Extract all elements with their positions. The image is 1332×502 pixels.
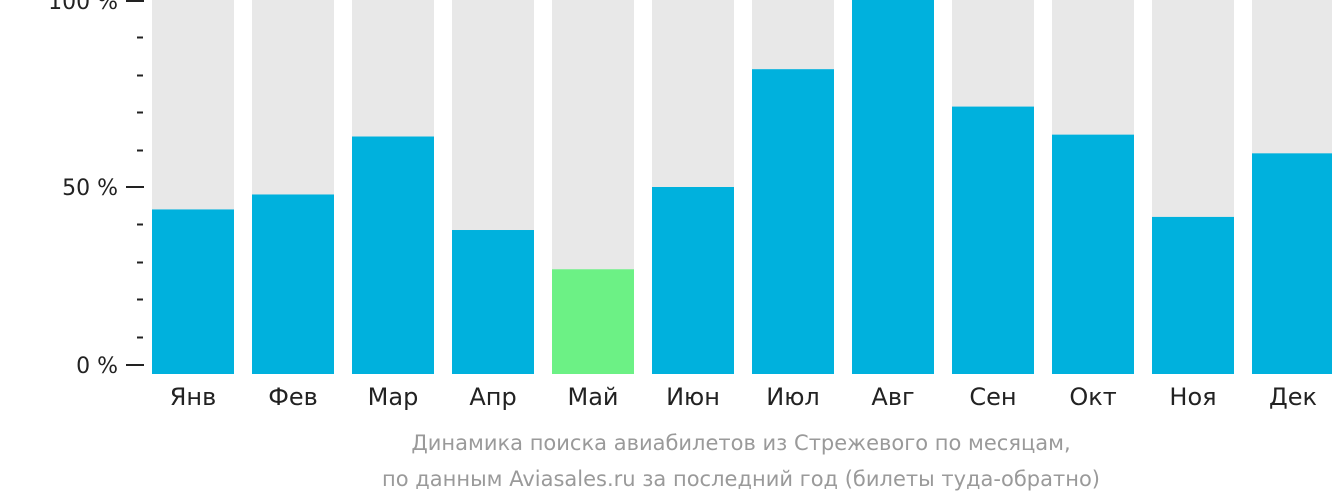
x-tick-label: Окт: [1069, 383, 1116, 411]
bar: [352, 136, 434, 374]
bar-highlighted: [552, 269, 634, 374]
bar: [652, 187, 734, 374]
x-tick-label: Июл: [766, 383, 820, 411]
bar: [1252, 153, 1332, 374]
bar: [952, 106, 1034, 374]
bar: [752, 69, 834, 374]
chart-caption-line-1: Динамика поиска авиабилетов из Стрежевог…: [411, 431, 1071, 455]
bar: [1052, 134, 1134, 374]
x-tick-label: Май: [567, 383, 618, 411]
x-tick-label: Ноя: [1169, 383, 1216, 411]
y-tick-label: 50 %: [62, 176, 118, 201]
x-tick-label: Мар: [368, 383, 419, 411]
x-tick-label: Авг: [871, 383, 914, 411]
x-tick-label: Фев: [268, 383, 318, 411]
chart-caption-line-2: по данным Aviasales.ru за последний год …: [382, 467, 1100, 491]
bar: [252, 194, 334, 374]
bar: [1152, 216, 1234, 374]
x-tick-label: Дек: [1269, 383, 1317, 411]
bar: [452, 230, 534, 374]
y-tick-label: 100 %: [48, 0, 118, 15]
y-tick-label: 0 %: [76, 354, 118, 379]
x-tick-label: Апр: [469, 383, 516, 411]
x-tick-label: Янв: [170, 383, 217, 411]
bar: [152, 209, 234, 374]
bar-chart: Янв Фев Мар Апр Май Июн Июл Авг Сен Окт Ноя Дек 100 …: [48, 0, 1332, 411]
x-tick-label: Июн: [666, 383, 720, 411]
bar: [852, 0, 934, 374]
x-tick-label: Сен: [969, 383, 1016, 411]
